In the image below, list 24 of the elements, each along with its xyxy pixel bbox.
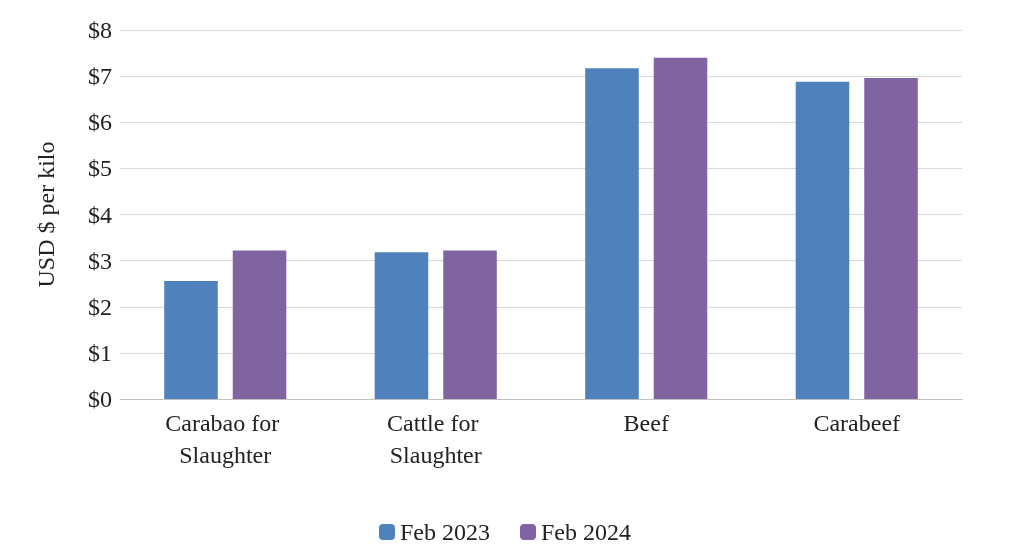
y-tick-label: $2 [88, 293, 112, 320]
legend-label: Feb 2023 [400, 519, 490, 545]
bar [653, 57, 708, 399]
bar [585, 68, 639, 399]
bar [374, 252, 429, 399]
y-tick-label: $7 [88, 63, 112, 90]
bar [795, 81, 850, 399]
y-tick-label: $6 [88, 109, 112, 136]
y-tick-label: $5 [88, 155, 112, 182]
bar [164, 280, 218, 399]
x-tick-label: Carabao for Slaughter [165, 410, 286, 468]
bar [232, 250, 287, 399]
y-tick-label: $3 [88, 247, 112, 274]
x-tick-label: Beef [623, 410, 669, 436]
x-tick-label: Cattle for Slaughter [387, 410, 485, 468]
y-tick-label: $8 [88, 17, 112, 43]
bar [443, 250, 497, 399]
y-tick-label: $4 [88, 201, 112, 228]
legend-label: Feb 2024 [541, 519, 631, 545]
y-axis-title: USD $ per kilo [33, 141, 59, 288]
x-tick-label: Carabeef [813, 410, 901, 436]
y-tick-label: $0 [88, 386, 112, 412]
bar [864, 77, 918, 399]
y-tick-label: $1 [88, 339, 112, 366]
